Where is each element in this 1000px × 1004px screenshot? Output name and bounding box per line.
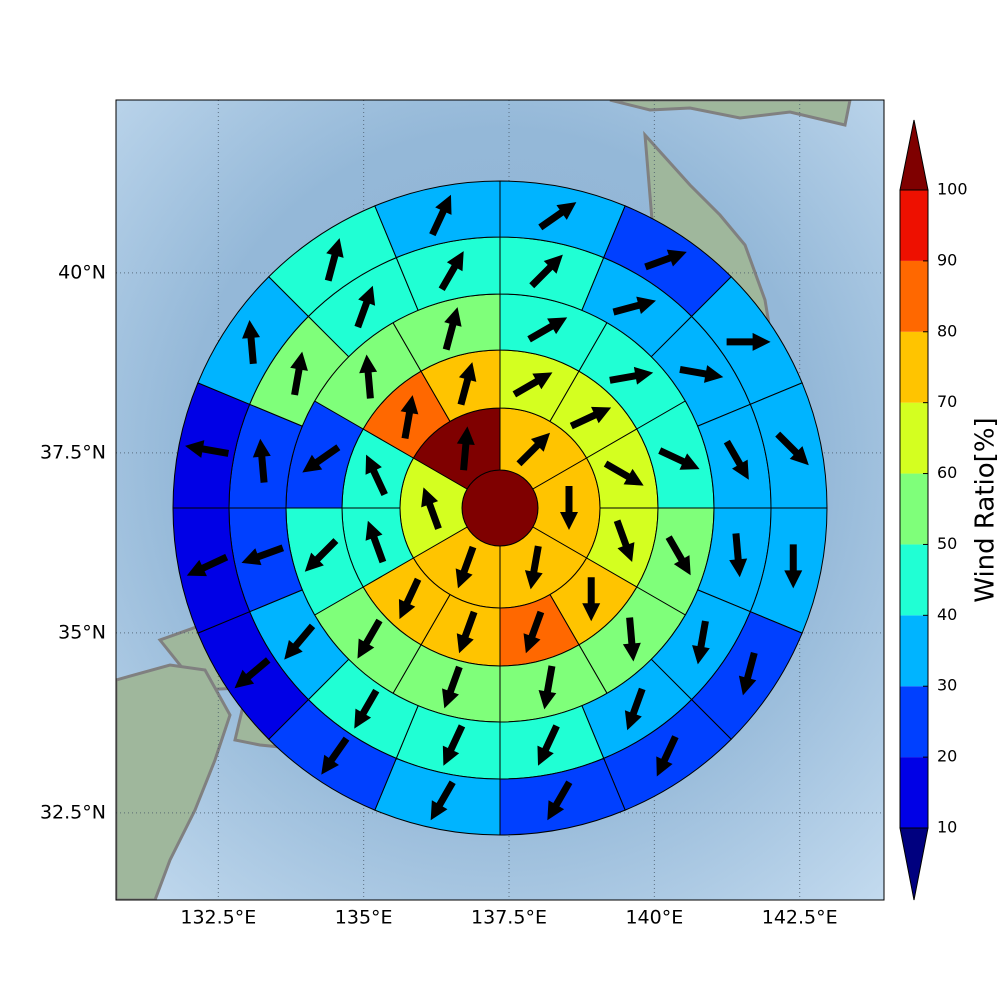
colorbar-tick-label: 20 [937, 747, 957, 766]
y-tick-label: 32.5°N [40, 801, 106, 823]
colorbar-tick-label: 80 [937, 321, 957, 340]
colorbar-tick-label: 10 [937, 818, 957, 837]
x-tick-label: 137.5°E [471, 907, 547, 929]
colorbar-extend-min [900, 828, 928, 900]
colorbar-extend-max [900, 120, 928, 190]
colorbar-bin [900, 757, 928, 828]
colorbar-bin [900, 261, 928, 332]
colorbar-tick-label: 40 [937, 605, 957, 624]
x-tick-label: 135°E [335, 907, 393, 929]
colorbar-tick-label: 70 [937, 392, 957, 411]
colorbar-bin [900, 474, 928, 545]
y-tick-label: 40°N [58, 261, 106, 283]
x-tick-label: 132.5°E [180, 907, 256, 929]
y-tick-label: 35°N [58, 621, 106, 643]
colorbar-tick-label: 30 [937, 676, 957, 695]
colorbar-bin [900, 615, 928, 686]
colorbar-tick-label: 90 [937, 250, 957, 269]
colorbar-label: Wind Ratio[%] [971, 417, 1000, 602]
colorbar-tick-label: 100 [937, 180, 968, 199]
colorbar-bin [900, 686, 928, 757]
y-tick-label: 37.5°N [40, 441, 106, 463]
colorbar-bin [900, 544, 928, 615]
colorbar-bin [900, 403, 928, 474]
colorbar-tick-label: 50 [937, 534, 957, 553]
x-tick-label: 140°E [625, 907, 683, 929]
colorbar-tick-label: 60 [937, 463, 957, 482]
polar-grid [173, 181, 827, 835]
colorbar-bin [900, 332, 928, 403]
colorbar: 10 20 30 40 50 60 70 80 90 100 Wind Ratio[%] [900, 120, 1000, 900]
x-tick-label: 142.5°E [762, 907, 838, 929]
colorbar-bin [900, 190, 928, 261]
